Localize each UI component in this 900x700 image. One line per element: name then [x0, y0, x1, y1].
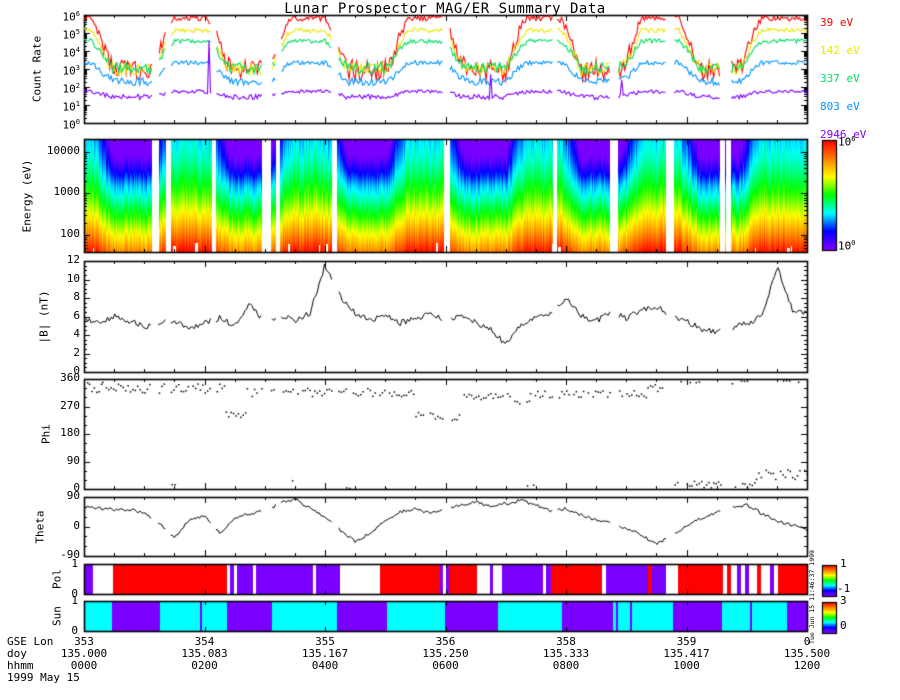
ylabel-theta: Theta — [33, 510, 47, 544]
ylabel-pol: Pol — [50, 569, 64, 589]
sun-colorbar-max-label: 3 — [840, 594, 847, 607]
axis-row-label-doy: doy — [7, 647, 27, 660]
axis-value-gselon: 353 — [74, 635, 94, 648]
axis-value-hhmm: 0800 — [552, 659, 580, 672]
phi-ytick: 180 — [60, 426, 80, 439]
bmag-ytick: 0 — [73, 364, 80, 377]
phi-ytick: 0 — [73, 481, 80, 494]
spectrogram-colorbar-max-label: 106 — [838, 135, 856, 149]
ylabel-bmag: |B| (nT) — [37, 290, 51, 344]
axis-value-gselon: 359 — [676, 635, 697, 648]
legend-item-803eV: 803 eV — [820, 100, 860, 113]
axis-value-doy: 135.250 — [422, 647, 469, 660]
theta-ytick: 0 — [73, 518, 80, 532]
ylabel-count-rate: Count Rate — [30, 35, 44, 103]
count-rate-ytick: 100 — [62, 118, 80, 132]
phi-ytick: 90 — [66, 453, 80, 467]
bmag-ytick: 6 — [73, 308, 80, 322]
theta-ytick: 90 — [66, 489, 80, 502]
creation-timestamp: Tue Jun 15 11:46:37 1999 — [808, 550, 816, 644]
axis-value-hhmm: 1200 — [793, 659, 821, 672]
axis-row-label-gse-lon: GSE Lon — [7, 635, 54, 648]
theta-ytick: -90 — [60, 548, 80, 561]
axis-row-label-hhmm: hhmm — [7, 659, 34, 672]
axis-value-doy: 135.417 — [663, 647, 710, 660]
axis-value-doy: 135.000 — [60, 647, 108, 660]
count-rate-ytick: 106 — [62, 10, 80, 24]
count-rate-ytick: 101 — [62, 100, 80, 114]
axis-value-gselon: 355 — [315, 635, 335, 648]
bmag-ytick: 12 — [66, 253, 80, 266]
axis-date-label: 1999 May 15 — [7, 671, 80, 684]
axis-value-doy: 135.500 — [783, 647, 831, 660]
count-rate-ytick: 105 — [62, 28, 80, 42]
legend-item-142eV: 142 eV — [820, 44, 860, 57]
legend-item-337eV: 337 eV — [820, 72, 860, 85]
axis-value-gselon: 356 — [435, 635, 456, 648]
axis-value-hhmm: 0200 — [191, 659, 218, 672]
ylabel-sun: Sun — [50, 606, 64, 626]
pol-colorbar-max-label: 1 — [840, 557, 847, 570]
bmag-ytick: 4 — [73, 327, 80, 340]
spectrogram-colorbar-min-label: 100 — [838, 239, 856, 253]
phi-ytick: 360 — [60, 371, 80, 384]
pol-ytick: 1 — [71, 557, 78, 570]
axis-value-hhmm: 0600 — [432, 659, 459, 672]
legend-item-39eV: 39 eV — [820, 16, 854, 29]
axis-value-doy: 135.167 — [301, 647, 349, 660]
ylabel-energy: Energy (eV) — [20, 159, 34, 233]
energy-ytick: 10000 — [46, 143, 80, 157]
pol-colorbar-min-label: -1 — [837, 582, 851, 595]
axis-value-hhmm: 0000 — [70, 659, 98, 672]
axis-value-doy: 135.333 — [542, 647, 590, 660]
pol-ytick: 0 — [71, 587, 78, 600]
bmag-ytick: 2 — [73, 345, 80, 359]
axis-value-doy: 135.083 — [181, 647, 228, 660]
axis-value-gselon: 354 — [194, 635, 215, 648]
count-rate-ytick: 102 — [62, 82, 80, 96]
count-rate-ytick: 103 — [62, 64, 80, 78]
phi-ytick: 270 — [60, 398, 80, 412]
bmag-ytick: 10 — [66, 271, 80, 285]
energy-ytick: 100 — [60, 227, 80, 241]
energy-ytick: 1000 — [53, 185, 81, 199]
bmag-ytick: 8 — [73, 290, 80, 303]
axis-value-gselon: 358 — [556, 635, 576, 648]
sun-colorbar-min-label: 0 — [840, 619, 847, 632]
count-rate-ytick: 104 — [62, 46, 80, 60]
sun-ytick: 0 — [71, 624, 78, 637]
legend-item-2946eV: 2946 eV — [820, 128, 867, 141]
axis-value-hhmm: 1000 — [673, 659, 700, 672]
page-title: Lunar Prospector MAG/ER Summary Data — [284, 1, 606, 17]
axis-value-hhmm: 0400 — [311, 659, 339, 672]
axis-value-gselon: 0 — [803, 635, 811, 648]
sun-ytick: 1 — [71, 594, 78, 607]
